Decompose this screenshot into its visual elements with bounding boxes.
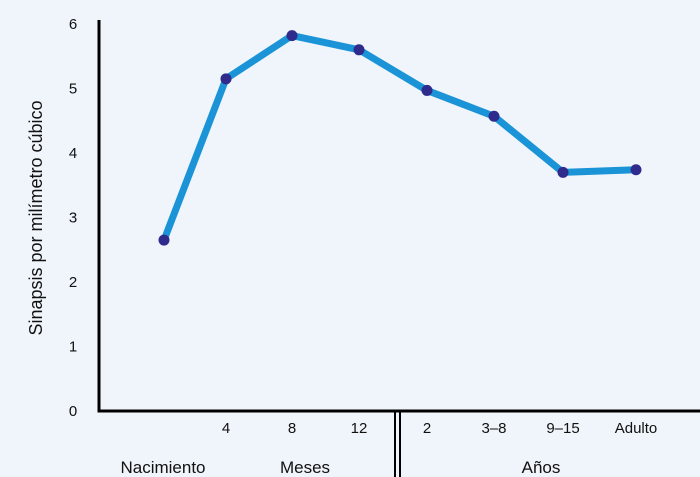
data-point	[158, 234, 170, 246]
x-axis-tick-labels: 4 8 12 2 3–8 9–15 Adulto	[222, 420, 657, 437]
data-point	[421, 84, 433, 96]
y-axis-title: Sinapsis por milímetro cúbico	[26, 100, 46, 335]
y-tick-label: 0	[69, 403, 77, 420]
x-tick-label: 2	[423, 420, 431, 437]
series-markers	[158, 30, 642, 246]
data-point	[488, 110, 500, 122]
x-tick-label: 4	[222, 420, 230, 437]
y-tick-label: 1	[69, 339, 77, 356]
x-tick-label: Adulto	[615, 420, 658, 437]
group-label-anos: Años	[522, 458, 561, 477]
data-point	[630, 164, 642, 176]
axes	[97, 20, 700, 477]
data-point	[220, 73, 232, 85]
group-label-nacimiento: Nacimiento	[120, 458, 205, 477]
y-tick-label: 3	[69, 210, 77, 227]
y-tick-label: 2	[69, 274, 77, 291]
y-tick-label: 4	[69, 145, 77, 162]
x-tick-label: 3–8	[481, 420, 506, 437]
group-label-meses: Meses	[280, 458, 330, 477]
x-tick-label: 12	[351, 420, 368, 437]
y-tick-label: 6	[69, 16, 77, 33]
data-point	[286, 30, 298, 42]
x-tick-label: 8	[288, 420, 296, 437]
data-point	[557, 166, 569, 178]
y-axis-tick-labels: 0 1 2 3 4 5 6	[69, 16, 77, 420]
y-tick-label: 5	[69, 81, 77, 98]
data-point	[353, 44, 365, 56]
series-line-group	[160, 32, 640, 244]
series-line	[160, 32, 640, 244]
x-tick-label: 9–15	[546, 420, 579, 437]
